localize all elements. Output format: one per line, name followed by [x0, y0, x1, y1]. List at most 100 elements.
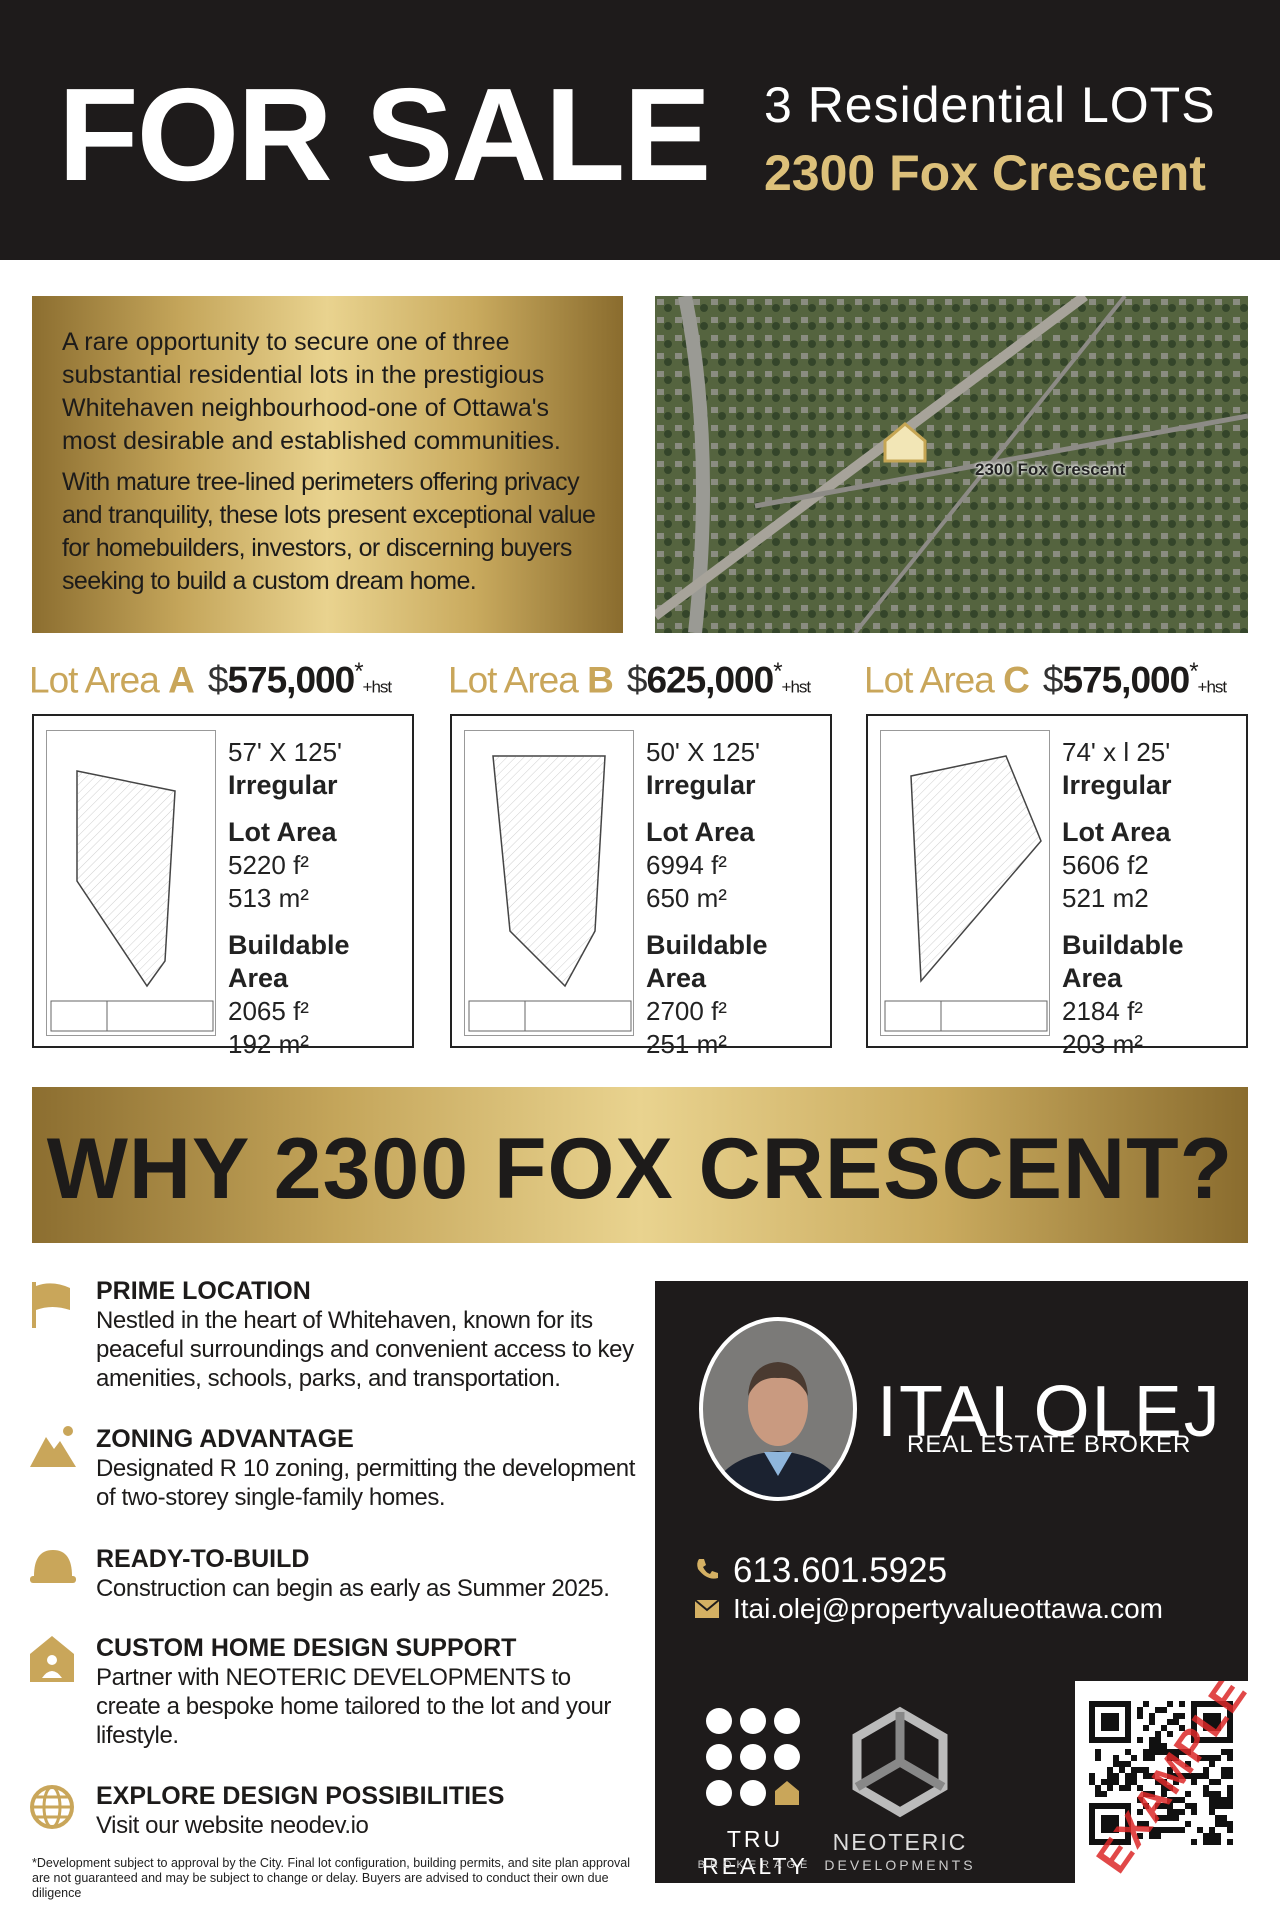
mountain-icon	[30, 1426, 76, 1467]
buildable-ft: 2184 f²	[1062, 996, 1143, 1026]
lot-label: Lot Area	[29, 659, 160, 701]
tax: +hst	[1197, 677, 1228, 697]
flag-icon	[32, 1282, 70, 1328]
shape: Irregular	[228, 770, 338, 800]
footnote: *Development subject to approval by the …	[32, 1856, 631, 1900]
lot-area-title: Lot Area	[1062, 817, 1171, 847]
lot-label: Lot Area	[448, 659, 579, 701]
plan-drawing	[884, 755, 1048, 1032]
buildable-m: 192 m²	[228, 1029, 309, 1059]
feature-title: PRIME LOCATION	[96, 1277, 311, 1305]
map-label: 2300 Fox Crescent	[975, 460, 1126, 479]
buildable-m: 251 m²	[646, 1029, 727, 1059]
intro-paragraph: A rare opportunity to secure one of thre…	[62, 328, 561, 455]
email-icon	[695, 1600, 719, 1618]
house-icon	[30, 1636, 74, 1682]
plan-drawing	[468, 755, 632, 1032]
globe-icon	[30, 1785, 74, 1829]
feature-text: Nestled in the heart of Whitehaven, know…	[96, 1307, 634, 1392]
subtitle: 3 Residential LOTS	[764, 77, 1216, 133]
agent-role: REAL ESTATE BROKER	[907, 1431, 1192, 1458]
intro-paragraph: With mature tree-lined perimeters offeri…	[62, 468, 596, 595]
feature-text: Visit our website neodev.io	[96, 1812, 369, 1839]
developer-sub: DEVELOPMENTS	[824, 1857, 976, 1873]
tru-logo	[706, 1708, 800, 1806]
currency: $	[207, 659, 229, 701]
lot-info: 74' x l 25' Irregular Lot Area 5606 f2 521 m…	[1062, 736, 1246, 1061]
feature: CUSTOM HOME DESIGN SUPPORT Partner with N…	[96, 1634, 636, 1750]
buildable-title: Buildable Area	[228, 930, 350, 993]
phone-icon	[697, 1559, 718, 1579]
site-plan	[880, 730, 1050, 1036]
lot-area-ft: 5606 f2	[1062, 850, 1149, 880]
why-banner	[32, 1087, 1248, 1243]
agent-photo	[699, 1317, 857, 1501]
lot-box: 57' X 125' Irregular Lot Area 5220 f² 513 m²…	[32, 714, 414, 1059]
feature-title: CUSTOM HOME DESIGN SUPPORT	[96, 1634, 517, 1662]
qr-code	[1089, 1701, 1233, 1845]
tax: +hst	[362, 677, 393, 697]
title: FOR SALE	[58, 61, 711, 208]
site-plan	[464, 730, 634, 1036]
dimensions: 50' X 125'	[646, 737, 761, 767]
buildable-ft: 2700 f²	[646, 996, 727, 1026]
neoteric-logo	[852, 1706, 948, 1818]
lot-heading: Lot Area A $575,000*+hst	[29, 658, 393, 701]
currency: $	[626, 659, 648, 701]
phone: 613.601.5925	[733, 1551, 948, 1590]
currency: $	[1042, 659, 1064, 701]
shape: Irregular	[646, 770, 756, 800]
why-title: WHY 2300 FOX CRESCENT?	[46, 1121, 1234, 1217]
intro-box: A rare opportunity to secure one of thre…	[32, 296, 623, 633]
lot-area-m: 650 m²	[646, 883, 727, 913]
lot-info: 57' X 125' Irregular Lot Area 5220 f² 513 m²…	[228, 736, 412, 1061]
developer: NEOTERIC	[832, 1829, 968, 1855]
lot-letter: B	[587, 659, 614, 701]
brokerage: TRU REALTY	[702, 1826, 808, 1879]
buildable-m: 203 m²	[1062, 1029, 1143, 1059]
feature-title: EXPLORE DESIGN POSSIBILITIES	[96, 1782, 505, 1810]
lot-area-m: 521 m2	[1062, 883, 1149, 913]
buildable-title: Buildable Area	[1062, 930, 1184, 993]
feature-title: READY-TO-BUILD	[96, 1545, 310, 1573]
asterisk: *	[354, 658, 363, 685]
shape: Irregular	[1062, 770, 1172, 800]
lot-area-title: Lot Area	[646, 817, 755, 847]
lot-area-ft: 5220 f²	[228, 850, 309, 880]
qr-panel: EXAMPLE	[1075, 1681, 1248, 1883]
buildable-ft: 2065 f²	[228, 996, 309, 1026]
price: 625,000	[646, 659, 774, 701]
lot-area-m: 513 m²	[228, 883, 309, 913]
dimensions: 57' X 125'	[228, 737, 343, 767]
map: 2300 Fox Crescent	[655, 296, 1248, 633]
plan-drawing	[50, 770, 214, 1032]
contact-box: ITAI OLEJ REAL ESTATE BROKER 613.601.592…	[655, 1281, 1248, 1883]
email: Itai.olej@propertyvalueottawa.com	[733, 1593, 1163, 1624]
address: 2300 Fox Crescent	[764, 145, 1206, 201]
map-graphic	[655, 296, 1248, 633]
feature-title: ZONING ADVANTAGE	[96, 1425, 354, 1453]
brokerage-sub: BROKERAGE	[697, 1859, 813, 1871]
asterisk: *	[1189, 658, 1198, 685]
agent-name: ITAI OLEJ	[877, 1372, 1222, 1452]
lot-info: 50' X 125' Irregular Lot Area 6994 f² 650 m²…	[646, 736, 830, 1061]
feature-text: Designated R 10 zoning, permitting the d…	[96, 1455, 636, 1511]
feature: READY-TO-BUILD Construction can begin as …	[96, 1545, 636, 1603]
lot-area-title: Lot Area	[228, 817, 337, 847]
feature-text: Construction can begin as early as Summe…	[96, 1575, 610, 1602]
lot-heading: Lot Area C $575,000*+hst	[864, 658, 1228, 701]
lot-box: 50' X 125' Irregular Lot Area 6994 f² 650 m²…	[450, 714, 832, 1059]
site-plan	[46, 730, 216, 1036]
feature: PRIME LOCATION Nestled in the heart of Wh…	[96, 1277, 636, 1393]
buildable-title: Buildable Area	[646, 930, 768, 993]
lot-letter: A	[168, 659, 195, 701]
asterisk: *	[773, 658, 782, 685]
lot-label: Lot Area	[864, 659, 995, 701]
lot-box: 74' x l 25' Irregular Lot Area 5606 f2 521 m…	[866, 714, 1248, 1059]
header-bar	[0, 0, 1280, 260]
lot-heading: Lot Area B $625,000*+hst	[448, 658, 812, 701]
tax: +hst	[781, 677, 812, 697]
feature-text: Partner with NEOTERIC DEVELOPMENTS to cr…	[96, 1664, 612, 1749]
lot-letter: C	[1003, 659, 1030, 701]
